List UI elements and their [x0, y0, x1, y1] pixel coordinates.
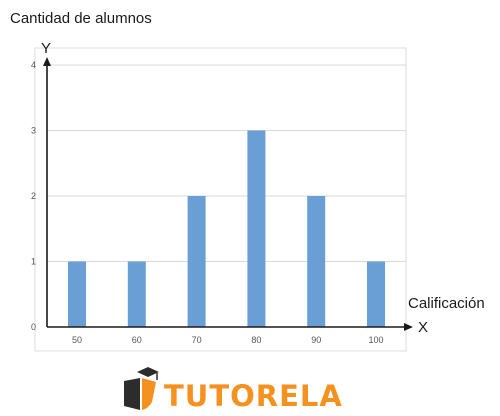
tutorela-logo: TUTORELA — [124, 367, 343, 413]
x-tick-label: 60 — [132, 335, 142, 345]
x-tick-labels: 50 60 70 80 90 100 — [72, 335, 384, 345]
tutorela-logo-text: TUTORELA — [164, 379, 343, 413]
bar-100 — [367, 261, 385, 327]
x-tick-label: 80 — [251, 335, 261, 345]
bar-60 — [127, 261, 146, 327]
y-tick-label: 2 — [31, 191, 36, 201]
x-tick-label: 70 — [192, 335, 202, 345]
x-tick-label: 50 — [72, 335, 82, 345]
x-axis-arrow-icon — [404, 323, 413, 331]
y-tick-label: 3 — [31, 126, 36, 136]
axes — [43, 57, 413, 331]
bar-90 — [307, 196, 326, 327]
y-tick-label: 1 — [31, 257, 36, 267]
tutorela-logo-icon — [124, 367, 159, 410]
y-tick-label: 4 — [31, 60, 36, 70]
bars — [68, 130, 385, 327]
x-tick-label: 100 — [368, 335, 383, 345]
gridlines — [47, 64, 406, 262]
y-axis-arrow-icon — [43, 57, 51, 66]
y-tick-labels: 0 1 2 3 4 — [31, 60, 36, 332]
bar-50 — [68, 261, 86, 327]
x-axis-title: Calificación — [408, 295, 485, 312]
x-axis-letter: X — [418, 319, 428, 336]
bar-80 — [247, 130, 266, 327]
bar-70 — [187, 196, 206, 327]
chart-area-border — [34, 47, 407, 352]
y-axis-title: Cantidad de alumnos — [10, 10, 152, 27]
y-tick-label: 0 — [31, 322, 36, 332]
x-tick-label: 90 — [311, 335, 321, 345]
y-axis-letter: Y — [41, 40, 51, 57]
